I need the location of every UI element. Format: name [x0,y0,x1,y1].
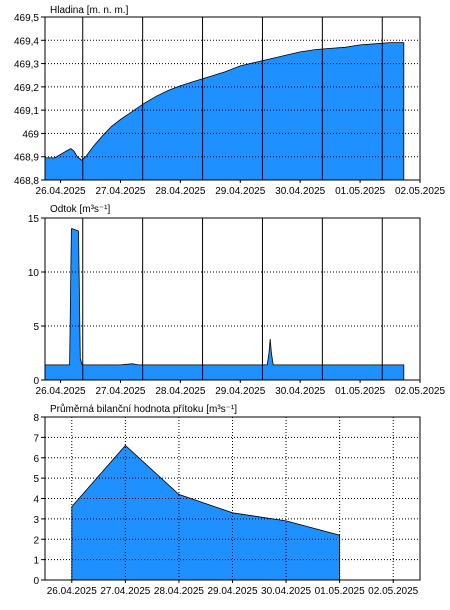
y-tick-label: 469,3 [14,60,39,71]
y-tick-label: 5 [33,474,39,485]
y-tick-label: 6 [33,454,39,465]
y-tick-label: 468,8 [14,176,39,187]
y-tick-label: 468,9 [14,153,39,164]
x-tick-label: 26.04.2025 [36,386,86,397]
plot-area [45,218,420,380]
x-tick-label: 29.04.2025 [215,186,265,197]
chart-title: Průměrná bilanční hodnota přítoku [m³s⁻¹… [50,403,237,415]
y-tick-label: 10 [28,268,40,279]
x-tick-label: 01.05.2025 [315,586,365,597]
chart-title: Odtok [m³s⁻¹] [50,204,111,215]
x-tick-label: 28.04.2025 [154,586,204,597]
y-tick-label: 0 [33,376,39,387]
plot-frame [44,217,421,381]
x-tick-label: 30.04.2025 [275,186,325,197]
x-tick-label: 26.04.2025 [47,586,97,597]
y-tick-label: 1 [33,556,39,567]
x-tick-label: 30.04.2025 [275,386,325,397]
x-tick-label: 27.04.2025 [95,386,145,397]
data-area [44,228,405,381]
y-tick-label: 15 [28,214,40,225]
y-tick-label: 7 [33,433,39,444]
data-area [44,42,405,181]
x-tick-label: 29.04.2025 [207,586,257,597]
y-tick-label: 5 [33,322,39,333]
data-area [71,444,340,581]
y-tick-label: 469,4 [14,36,39,47]
x-tick-label: 30.04.2025 [261,586,311,597]
x-tick-label: 02.05.2025 [368,586,418,597]
x-tick-label: 28.04.2025 [155,386,205,397]
x-tick-label: 02.05.2025 [395,386,445,397]
plot-frame [44,416,421,581]
x-tick-label: 27.04.2025 [100,586,150,597]
y-tick-label: 469 [22,129,39,140]
y-tick-label: 2 [33,535,39,546]
chart-title: Hladina [m. n. m.] [50,5,129,16]
y-tick-label: 0 [33,576,39,587]
y-tick-label: 3 [33,515,39,526]
y-tick-label: 469,1 [14,106,39,117]
plot-frame [44,16,421,181]
y-tick-label: 4 [33,495,39,506]
x-tick-label: 29.04.2025 [215,386,265,397]
x-tick-label: 01.05.2025 [335,386,385,397]
chart-panel-1: Hladina [m. n. m.] 469,5 469,4 469,3 469,2 46… [14,5,445,197]
x-tick-label: 01.05.2025 [335,186,385,197]
x-tick-label: 26.04.2025 [36,186,86,197]
chart-panel-2: Odtok [m³s⁻¹] 15 10 5 026.04.2025 27.04.2025 2… [28,204,446,397]
y-tick-label: 8 [33,413,39,424]
x-tick-label: 02.05.2025 [395,186,445,197]
chart-panel-3: Průměrná bilanční hodnota přítoku [m³s⁻¹… [33,403,421,597]
x-tick-label: 27.04.2025 [95,186,145,197]
y-tick-label: 469,5 [14,13,39,24]
x-tick-label: 28.04.2025 [155,186,205,197]
y-tick-label: 469,2 [14,83,39,94]
